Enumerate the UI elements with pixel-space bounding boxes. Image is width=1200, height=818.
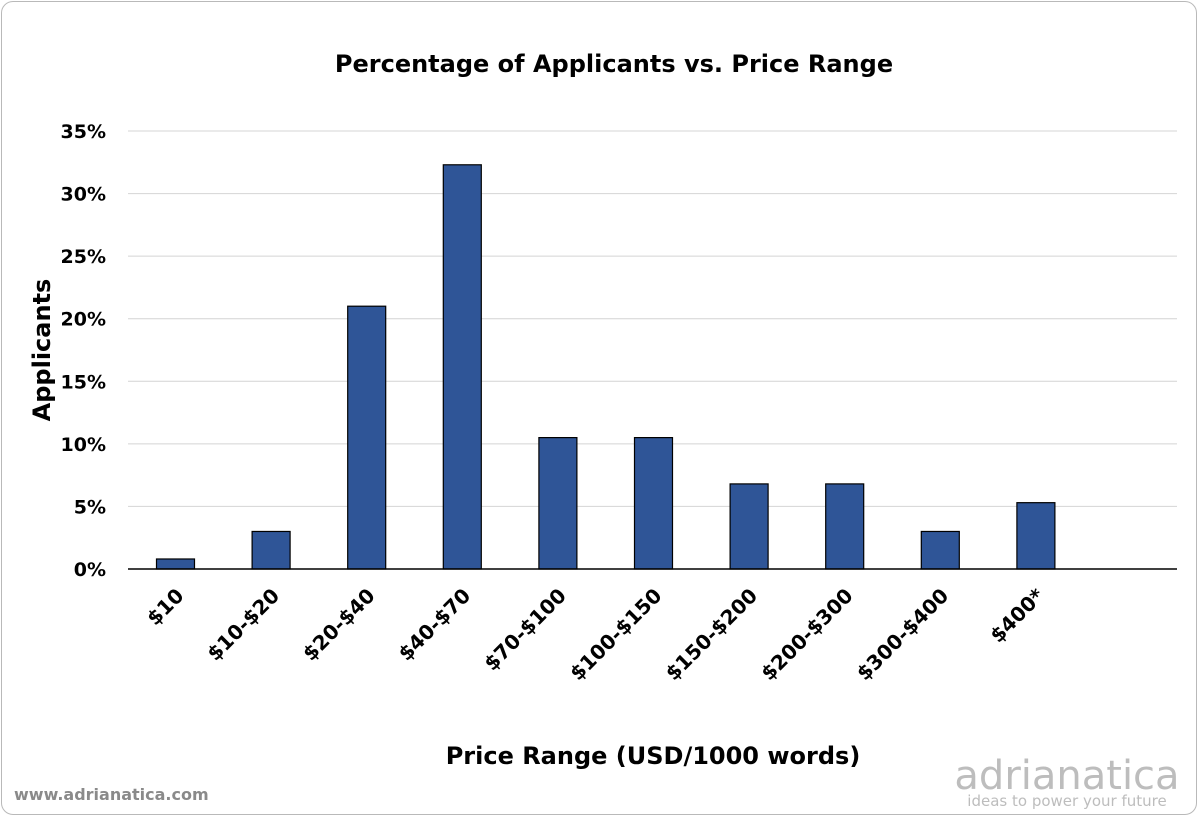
bar: [825, 483, 865, 570]
y-axis-ticks: 0% 5% 10% 15% 20% 25% 30% 35%: [61, 121, 106, 581]
y-tick-label: 20%: [61, 309, 106, 331]
bar: [251, 530, 291, 570]
brand-tagline: ideas to power your future: [967, 792, 1166, 810]
bar: [633, 437, 674, 570]
bar: [155, 558, 196, 570]
x-tick-label: $200-$300: [756, 584, 858, 686]
bar: [347, 305, 387, 570]
x-tick-label: $70-$100: [479, 584, 571, 676]
y-axis-label: Applicants: [28, 279, 56, 422]
x-tick-label: $20-$40: [298, 584, 380, 666]
bar: [1016, 502, 1056, 570]
x-tick-label: $300-$400: [852, 584, 954, 686]
x-axis-label: Price Range (USD/1000 words): [446, 742, 861, 770]
bars: [155, 164, 1056, 570]
y-tick-label: 25%: [61, 246, 106, 268]
y-tick-label: 35%: [61, 121, 106, 143]
y-tick-label: 0%: [74, 559, 106, 581]
brand-logo: adrianatica: [954, 753, 1179, 799]
x-tick-label: $10: [142, 584, 188, 630]
bar: [442, 164, 482, 570]
bar: [920, 530, 960, 570]
x-tick-label: $10-$20: [202, 584, 284, 666]
x-tick-label: $400*: [985, 583, 1049, 647]
y-tick-label: 10%: [61, 434, 106, 456]
x-tick-label: $40-$70: [393, 584, 475, 666]
x-tick-label: $150-$200: [661, 584, 763, 686]
y-tick-label: 30%: [61, 184, 106, 206]
x-axis-ticks: $10 $10-$20 $20-$40 $40-$70 $70-$100$100-$15…: [142, 583, 1049, 685]
y-tick-label: 15%: [61, 371, 106, 393]
bar: [538, 437, 578, 570]
gridlines: [128, 130, 1177, 507]
chart-title: Percentage of Applicants vs. Price Range: [335, 50, 893, 78]
y-tick-label: 5%: [74, 496, 106, 518]
x-tick-label: $100-$150: [565, 584, 667, 686]
bar: [729, 483, 769, 570]
website-url: www.adrianatica.com: [14, 785, 209, 804]
